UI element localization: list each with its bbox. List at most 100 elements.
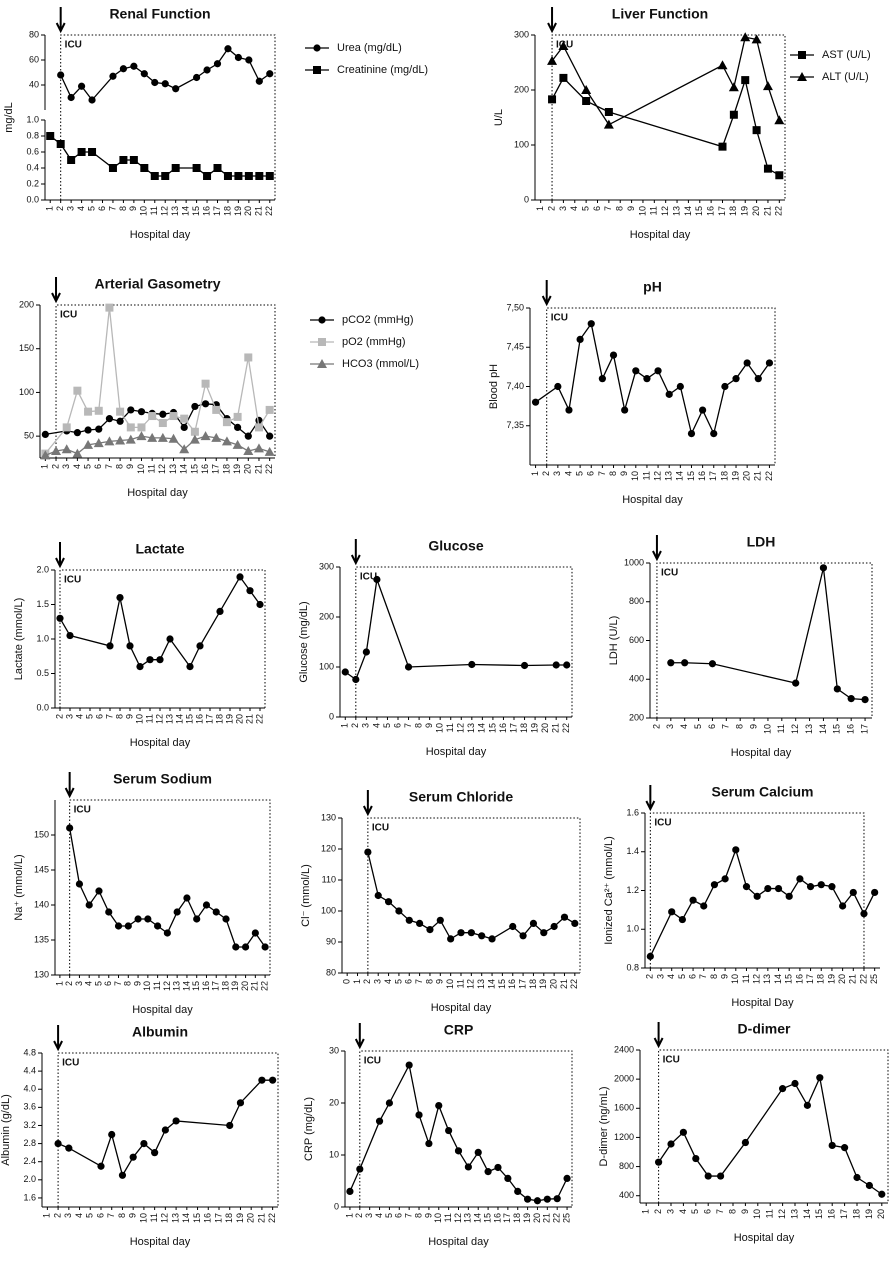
marker	[108, 1130, 116, 1139]
marker	[668, 908, 676, 916]
x-tick-label: 11	[765, 1209, 775, 1218]
x-tick-label: 6	[93, 464, 103, 469]
icu-label: ICU	[64, 575, 81, 586]
x-tick-label: 2	[350, 723, 360, 728]
y-axis-label: LDH (U/L)	[608, 616, 620, 666]
marker	[116, 417, 124, 425]
marker	[405, 1061, 413, 1069]
x-tick-label: 5	[574, 471, 584, 476]
x-tick-label: 14	[486, 979, 496, 989]
marker	[861, 695, 869, 704]
marker	[88, 96, 96, 104]
marker	[543, 1195, 551, 1203]
x-tick-label: 21	[250, 981, 260, 991]
marker	[710, 430, 718, 438]
icu-label: ICU	[65, 40, 82, 51]
x-tick-label: 13	[164, 714, 174, 724]
x-tick-label: 13	[168, 464, 178, 474]
marker	[774, 884, 783, 893]
x-tick-label: 4	[374, 1213, 384, 1218]
x-tick-label: 6	[97, 206, 107, 211]
marker	[222, 915, 230, 923]
x-tick-label: 22	[552, 1213, 562, 1223]
x-tick-label: 7	[403, 723, 413, 728]
marker	[655, 1158, 663, 1166]
x-tick-label: 17	[212, 206, 222, 216]
chart-title: D-dimer	[738, 1021, 791, 1037]
marker	[66, 631, 74, 640]
x-tick-label: 17	[805, 974, 815, 984]
x-tick-label: 4	[84, 981, 94, 986]
y-axis-label: Lactate (mmol/L)	[13, 598, 25, 681]
y-axis-label: Na⁺ (mmol/L)	[13, 854, 25, 920]
marker	[172, 85, 180, 93]
x-tick-label: 22	[264, 206, 274, 216]
marker	[61, 444, 72, 454]
x-tick-label: 21	[256, 1213, 266, 1223]
y-tick-label: 100	[319, 661, 334, 671]
x-tick-label: 19	[864, 1209, 874, 1219]
x-tick-label: 9	[619, 471, 629, 476]
legend-marker	[313, 44, 321, 52]
marker	[258, 1076, 266, 1084]
legend-label: ALT (U/L)	[822, 71, 869, 83]
marker	[67, 156, 76, 164]
y-tick-label: 1.0	[26, 114, 39, 124]
y-tick-label: 3.6	[23, 1102, 36, 1112]
x-tick-label: 16	[194, 714, 204, 724]
x-tick-label: 20	[876, 1209, 886, 1219]
x-tick-label: 12	[752, 974, 762, 984]
x-tick-label: 14	[802, 1209, 812, 1219]
marker	[373, 575, 381, 584]
marker	[200, 431, 211, 441]
y-tick-label: 100	[19, 387, 34, 397]
x-tick-label: 19	[740, 206, 750, 216]
x-tick-label: 15	[192, 1213, 202, 1223]
x-axis-label: Hospital day	[731, 747, 792, 759]
x-tick-label: 8	[114, 714, 124, 719]
marker	[265, 405, 274, 414]
icu-label: ICU	[372, 823, 389, 834]
x-tick-label: 4	[666, 974, 676, 979]
series-line	[670, 567, 866, 701]
x-tick-label: 17	[708, 471, 718, 481]
marker	[234, 172, 243, 180]
x-tick-label: 18	[221, 464, 231, 474]
marker	[156, 656, 164, 664]
marker	[833, 685, 841, 693]
x-tick-label: 5	[84, 714, 94, 719]
x-tick-label: 11	[149, 1213, 159, 1222]
y-tick-label: 100	[321, 905, 336, 915]
icu-box	[59, 569, 266, 708]
marker	[151, 1149, 159, 1157]
marker	[256, 600, 264, 609]
marker	[384, 898, 393, 906]
marker	[415, 1111, 423, 1119]
x-tick-label: 10	[139, 206, 149, 216]
x-tick-label: 3	[361, 723, 371, 728]
x-tick-label: 17	[508, 723, 518, 733]
y-tick-label: 0.4	[26, 162, 39, 172]
x-tick-label: 3	[558, 206, 568, 211]
x-tick-label: 20	[532, 1213, 542, 1223]
icu-label: ICU	[551, 313, 568, 324]
x-tick-label: 18	[528, 979, 538, 989]
marker	[172, 1117, 180, 1125]
marker	[201, 379, 210, 388]
x-tick-label: 7	[603, 206, 613, 211]
marker	[62, 423, 71, 432]
x-tick-label: 2	[651, 724, 661, 729]
marker	[211, 432, 222, 442]
x-tick-label: 8	[727, 1209, 737, 1214]
x-tick-label: 16	[706, 206, 716, 216]
y-tick-label: 0.8	[626, 962, 639, 972]
marker	[159, 410, 167, 418]
x-tick-label: 13	[463, 1213, 473, 1223]
x-axis-label: Hospital day	[630, 229, 691, 241]
chart-title: Serum Sodium	[113, 771, 212, 787]
x-tick-label: 16	[200, 464, 210, 474]
marker	[531, 398, 540, 406]
chart-title: Serum Chloride	[409, 789, 513, 805]
x-tick-label: 12	[157, 464, 167, 474]
marker	[93, 438, 104, 448]
